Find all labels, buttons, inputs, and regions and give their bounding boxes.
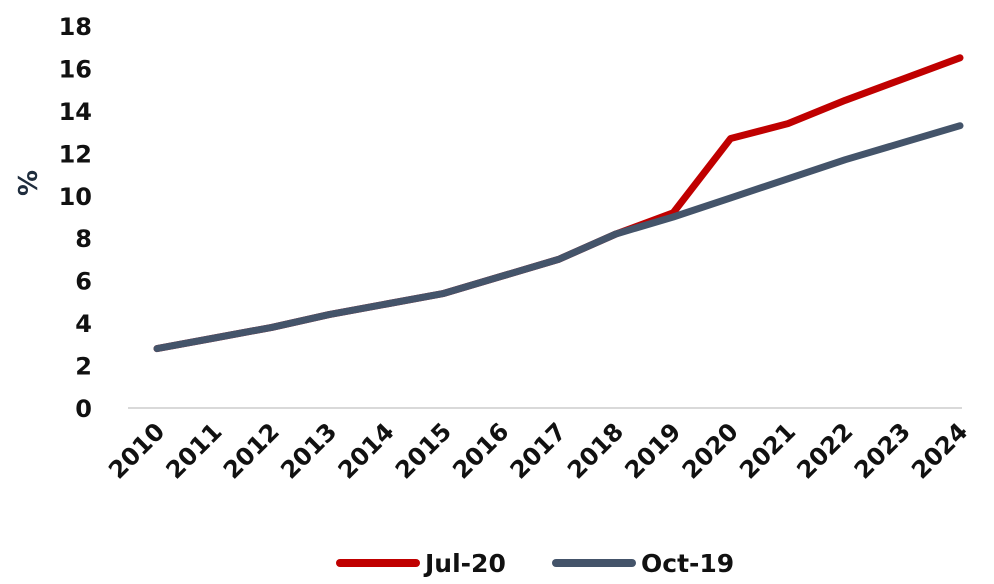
series-line-jul-20 (153, 54, 964, 353)
x-axis-ticks: 2010201120122013201420152016201720182019… (103, 417, 973, 484)
y-axis-label: % (14, 170, 44, 196)
series-lines (153, 54, 964, 353)
series-line-oct-19 (153, 122, 964, 353)
x-tick-label: 2017 (505, 417, 572, 484)
legend-label: Oct-19 (641, 549, 734, 578)
y-tick-label: 8 (75, 225, 92, 253)
x-tick-label: 2020 (677, 417, 744, 484)
y-tick-label: 18 (59, 13, 92, 41)
y-tick-label: 10 (59, 183, 92, 211)
x-tick-label: 2014 (333, 417, 400, 484)
x-tick-label: 2013 (275, 417, 342, 484)
x-tick-label: 2015 (390, 417, 457, 484)
y-tick-label: 2 (75, 353, 92, 381)
y-tick-label: 12 (59, 140, 92, 168)
y-tick-label: 6 (75, 268, 92, 296)
legend: Jul-20 Oct-19 (336, 549, 734, 578)
legend-label: Jul-20 (423, 549, 506, 578)
x-tick-label: 2012 (218, 417, 285, 484)
y-tick-label: 0 (75, 395, 92, 423)
x-tick-label: 2018 (562, 417, 629, 484)
x-tick-label: 2011 (161, 417, 228, 484)
x-tick-label: 2024 (906, 417, 973, 484)
x-tick-label: 2010 (103, 417, 170, 484)
x-tick-label: 2019 (619, 417, 686, 484)
y-tick-label: 14 (59, 98, 92, 126)
x-tick-label: 2023 (849, 417, 916, 484)
x-tick-label: 2022 (791, 417, 858, 484)
y-axis-ticks: 0 2 4 6 8 10 12 14 16 18 (59, 13, 92, 423)
x-tick-label: 2021 (734, 417, 801, 484)
y-tick-label: 4 (75, 310, 92, 338)
x-tick-label: 2016 (447, 417, 514, 484)
y-tick-label: 16 (59, 55, 92, 83)
